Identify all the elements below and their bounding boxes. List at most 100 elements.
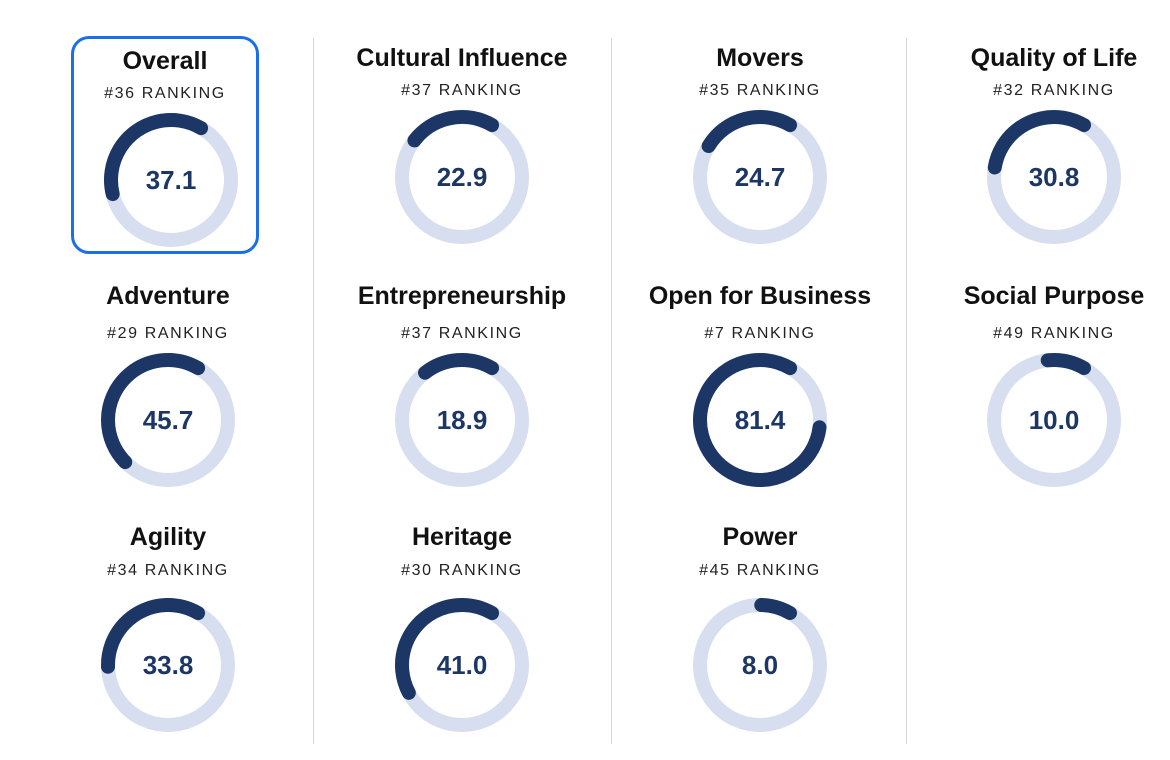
score-value: 8.0 — [741, 650, 779, 680]
gauge-graphic — [987, 109, 1121, 244]
ranking-number: #34 — [107, 562, 139, 579]
ranking-label: RANKING — [731, 325, 816, 342]
metric-ranking: #32 RANKING — [894, 82, 1170, 100]
gauge-fill — [395, 353, 529, 487]
score-value: 18.9 — [436, 405, 488, 435]
score-gauge: 24.7 — [690, 107, 830, 247]
metric-ranking: #49 RANKING — [894, 325, 1170, 343]
ranking-number: #36 — [104, 85, 136, 102]
metric-card-social-purpose[interactable]: Social Purpose #49 RANKING 10.0 — [934, 274, 1170, 514]
metric-ranking: #30 RANKING — [302, 562, 622, 580]
score-value: 22.9 — [436, 162, 488, 192]
score-gauge: 81.4 — [690, 350, 830, 490]
score-value: 10.0 — [1028, 405, 1080, 435]
score-gauge: 10.0 — [984, 350, 1124, 490]
ranking-label: RANKING — [144, 562, 229, 579]
score-value: 30.8 — [1028, 162, 1080, 192]
metric-card-overall[interactable]: Overall #36 RANKING 37.1 — [71, 36, 259, 254]
score-gauge: 37.1 — [101, 110, 241, 250]
column-divider — [611, 38, 612, 744]
gauge-fill — [693, 598, 827, 732]
ranking-number: #37 — [401, 82, 433, 99]
ranking-number: #49 — [993, 325, 1025, 342]
column-divider — [906, 38, 907, 744]
ranking-label: RANKING — [1030, 325, 1115, 342]
metric-card-agility[interactable]: Agility #34 RANKING 33.8 — [48, 515, 288, 755]
gauge-graphic — [101, 598, 235, 732]
metric-title: Agility — [129, 523, 207, 551]
score-gauge: 45.7 — [98, 350, 238, 490]
ranking-label: RANKING — [1030, 82, 1115, 99]
ranking-label: RANKING — [438, 325, 523, 342]
metric-title: Heritage — [411, 523, 513, 551]
ranking-number: #32 — [993, 82, 1025, 99]
score-gauge: 33.8 — [98, 595, 238, 735]
ranking-label: RANKING — [141, 85, 226, 102]
gauge-fill — [395, 110, 529, 244]
gauge-graphic — [693, 110, 827, 244]
score-gauge: 30.8 — [984, 107, 1124, 247]
gauge-fill — [693, 110, 827, 244]
ranking-number: #30 — [401, 562, 433, 579]
metric-title: Entrepreneurship — [357, 282, 567, 310]
ranking-label: RANKING — [438, 562, 523, 579]
metric-ranking: #45 RANKING — [600, 562, 920, 580]
gauge-fill — [395, 598, 529, 732]
metric-card-power[interactable]: Power #45 RANKING 8.0 — [640, 515, 880, 755]
gauge-graphic — [395, 353, 529, 487]
metric-title: Overall — [122, 47, 208, 75]
score-value: 41.0 — [436, 650, 488, 680]
metric-ranking: #29 RANKING — [8, 325, 328, 343]
ranking-number: #45 — [699, 562, 731, 579]
score-gauge: 18.9 — [392, 350, 532, 490]
metric-ranking: #36 RANKING — [34, 85, 296, 103]
ranking-label: RANKING — [144, 325, 229, 342]
score-gauge: 22.9 — [392, 107, 532, 247]
ranking-number: #29 — [107, 325, 139, 342]
gauge-fill — [101, 353, 235, 487]
score-value: 33.8 — [142, 650, 194, 680]
gauge-fill — [101, 598, 235, 732]
gauge-graphic — [101, 353, 235, 487]
gauge-fill — [693, 353, 827, 487]
gauge-fill — [104, 113, 238, 247]
gauge-graphic — [693, 598, 827, 732]
metric-card-open-for-business[interactable]: Open for Business #7 RANKING 81.4 — [640, 274, 880, 514]
metric-title: Open for Business — [648, 282, 872, 310]
gauge-graphic — [104, 113, 238, 247]
ranking-label: RANKING — [736, 562, 821, 579]
metric-ranking: #37 RANKING — [302, 325, 622, 343]
ranking-number: #35 — [699, 82, 731, 99]
ranking-number: #7 — [704, 325, 726, 342]
metric-title: Movers — [716, 44, 804, 72]
ranking-label: RANKING — [736, 82, 821, 99]
column-divider — [313, 38, 314, 744]
gauge-graphic — [693, 353, 827, 487]
ranking-label: RANKING — [438, 82, 523, 99]
metric-ranking: #34 RANKING — [8, 562, 328, 580]
metric-card-movers[interactable]: Movers #35 RANKING 24.7 — [640, 36, 880, 276]
metric-title: Cultural Influence — [356, 44, 568, 72]
metric-card-entrepreneurship[interactable]: Entrepreneurship #37 RANKING 18.9 — [342, 274, 582, 514]
metric-card-adventure[interactable]: Adventure #29 RANKING 45.7 — [48, 274, 288, 514]
metric-ranking: #35 RANKING — [600, 82, 920, 100]
metric-title: Adventure — [106, 282, 230, 310]
score-value: 24.7 — [734, 162, 786, 192]
metric-title: Social Purpose — [963, 282, 1145, 310]
gauge-graphic — [987, 353, 1121, 487]
score-gauge: 8.0 — [690, 595, 830, 735]
gauge-graphic — [395, 598, 529, 732]
metric-title: Power — [722, 523, 798, 551]
gauge-fill — [987, 353, 1121, 487]
score-value: 81.4 — [734, 405, 786, 435]
metric-card-heritage[interactable]: Heritage #30 RANKING 41.0 — [342, 515, 582, 755]
score-value: 45.7 — [142, 405, 194, 435]
ranking-number: #37 — [401, 325, 433, 342]
score-gauge: 41.0 — [392, 595, 532, 735]
metric-card-cultural-influence[interactable]: Cultural Influence #37 RANKING 22.9 — [342, 36, 582, 276]
score-value: 37.1 — [145, 165, 197, 195]
gauge-fill — [987, 109, 1121, 244]
gauge-graphic — [395, 110, 529, 244]
metric-ranking: #37 RANKING — [302, 82, 622, 100]
metric-card-quality-of-life[interactable]: Quality of Life #32 RANKING 30.8 — [934, 36, 1170, 276]
